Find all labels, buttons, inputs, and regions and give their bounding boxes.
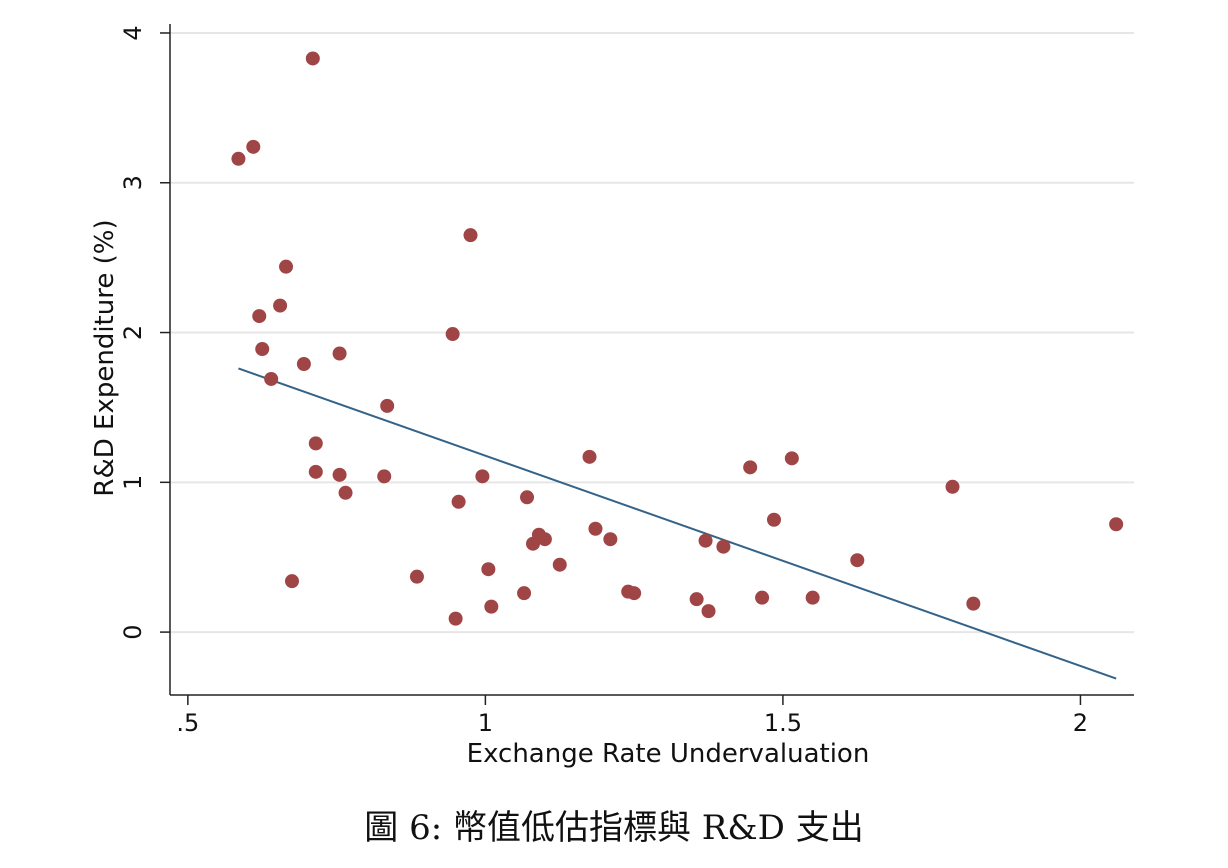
data-point bbox=[716, 539, 731, 554]
data-point bbox=[755, 590, 770, 605]
figure-caption: 圖 6: 幣值低估指標與 R&D 支出 bbox=[364, 808, 864, 848]
data-point bbox=[484, 599, 499, 614]
data-point bbox=[246, 139, 261, 154]
data-point bbox=[701, 604, 716, 619]
axes bbox=[160, 24, 1134, 705]
data-point bbox=[945, 479, 960, 494]
data-point bbox=[445, 327, 460, 342]
data-point bbox=[520, 490, 535, 505]
y-tick-label: 4 bbox=[119, 25, 147, 40]
data-point bbox=[448, 611, 463, 626]
x-tick-label: .5 bbox=[176, 709, 199, 737]
data-point bbox=[308, 436, 323, 451]
x-tick-label: 2 bbox=[1073, 709, 1088, 737]
data-point bbox=[582, 449, 597, 464]
data-point bbox=[252, 309, 267, 324]
data-point bbox=[451, 494, 466, 509]
data-point bbox=[603, 532, 618, 547]
data-point bbox=[332, 346, 347, 361]
data-point bbox=[1109, 517, 1124, 532]
x-tick-label: 1 bbox=[478, 709, 493, 737]
data-point bbox=[377, 469, 392, 484]
data-point bbox=[338, 485, 353, 500]
y-tick-label: 1 bbox=[119, 475, 147, 490]
data-point bbox=[689, 592, 704, 607]
data-point bbox=[966, 596, 981, 611]
data-point bbox=[481, 562, 496, 577]
data-point bbox=[784, 451, 799, 466]
scatter-chart: 0 1 2 3 4 .5 1 1.5 2 Exchange Rate Undervaluatio… bbox=[90, 24, 1134, 769]
data-point bbox=[805, 590, 820, 605]
data-point bbox=[517, 586, 532, 601]
data-point bbox=[305, 51, 320, 66]
data-point bbox=[296, 356, 311, 371]
data-point bbox=[332, 467, 347, 482]
data-points bbox=[231, 51, 1124, 626]
fit-line-group bbox=[238, 367, 1117, 680]
y-axis-title: R&D Expenditure (%) bbox=[90, 219, 120, 496]
data-point bbox=[284, 574, 299, 589]
data-point bbox=[264, 371, 279, 386]
data-point bbox=[850, 553, 865, 568]
data-point bbox=[380, 398, 395, 413]
fit-line bbox=[238, 367, 1117, 680]
data-point bbox=[743, 460, 758, 475]
data-point bbox=[537, 532, 552, 547]
data-point bbox=[308, 464, 323, 479]
data-point bbox=[463, 228, 478, 243]
data-point bbox=[409, 569, 424, 584]
data-point bbox=[273, 298, 288, 313]
data-point bbox=[627, 586, 642, 601]
data-point bbox=[766, 512, 781, 527]
x-axis-title: Exchange Rate Undervaluation bbox=[467, 739, 870, 769]
tick-labels: 0 1 2 3 4 .5 1 1.5 2 bbox=[119, 25, 1088, 737]
y-tick-label: 0 bbox=[119, 624, 147, 639]
y-tick-label: 3 bbox=[119, 175, 147, 190]
x-tick-label: 1.5 bbox=[764, 709, 802, 737]
data-point bbox=[475, 469, 490, 484]
data-point bbox=[552, 557, 567, 572]
data-point bbox=[588, 521, 603, 536]
data-point bbox=[231, 151, 246, 166]
data-point bbox=[698, 533, 713, 548]
grid-lines bbox=[170, 31, 1134, 634]
y-tick-label: 2 bbox=[119, 325, 147, 340]
data-point bbox=[279, 259, 294, 274]
data-point bbox=[255, 342, 270, 357]
